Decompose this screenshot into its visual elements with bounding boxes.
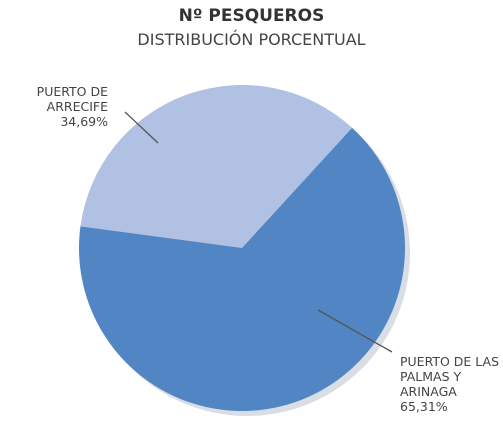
- pie-slice: [80, 84, 353, 248]
- chart-subtitle: DISTRIBUCIÓN PORCENTUAL: [137, 30, 366, 49]
- category-label: PUERTO DE LAS PALMAS Y ARINAGA: [400, 354, 500, 399]
- chart-title: Nº PESQUEROS: [178, 6, 325, 26]
- pie-slice: [79, 127, 406, 411]
- leader-line: [124, 111, 159, 144]
- slice-label: PUERTO DE ARRECIFE 34,69%: [10, 84, 108, 129]
- slice-label: PUERTO DE LAS PALMAS Y ARINAGA 65,31%: [400, 354, 500, 414]
- category-label: PUERTO DE ARRECIFE: [36, 84, 108, 114]
- leader-line: [317, 309, 393, 353]
- value-label: 65,31%: [400, 399, 448, 414]
- value-label: 34,69%: [60, 114, 108, 129]
